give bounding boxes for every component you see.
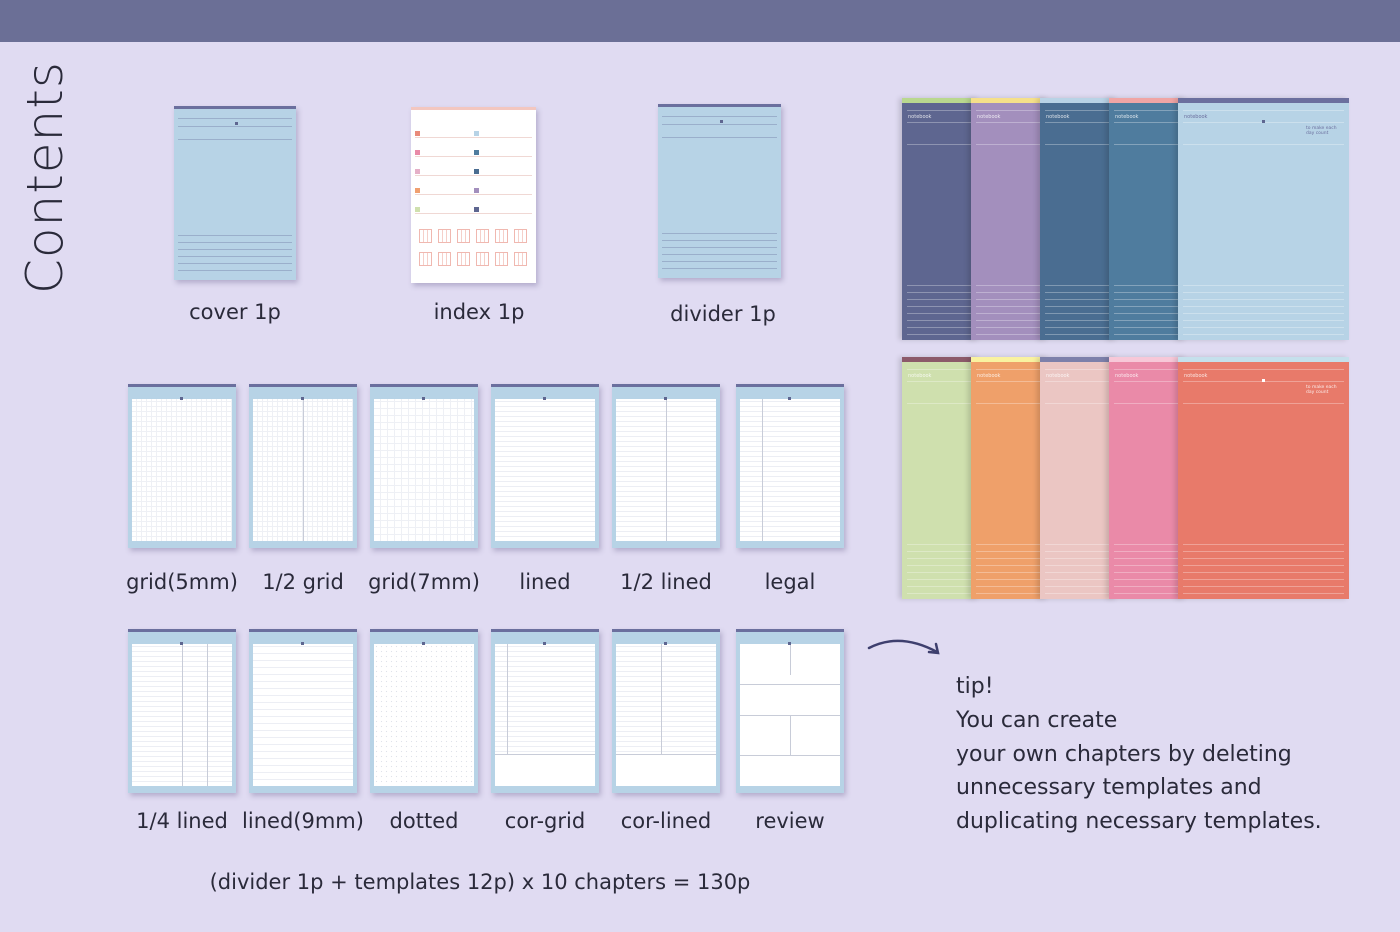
arrow-icon — [867, 639, 940, 655]
page-count-formula: (divider 1p + templates 12p) x 10 chapte… — [209, 870, 751, 894]
template-label: cor-grid — [504, 809, 586, 833]
tip-line: unnecessary templates and — [956, 775, 1262, 801]
notebook-page: notebook — [1040, 98, 1118, 340]
template-label: 1/2 lined — [620, 570, 712, 594]
template-half-grid — [249, 384, 357, 548]
heart-icon — [664, 397, 667, 400]
heart-icon — [301, 397, 304, 400]
template-label: cor-lined — [620, 809, 712, 833]
notebook-page: notebook — [1109, 357, 1187, 599]
template-lined — [491, 384, 599, 548]
notebook-page: notebook — [902, 98, 980, 340]
heart-icon — [180, 397, 183, 400]
page-label: cover 1p — [189, 300, 281, 324]
template-quarter — [128, 629, 236, 793]
template-label: 1/4 lined — [136, 809, 228, 833]
template-grid7 — [370, 384, 478, 548]
template-label: legal — [764, 570, 816, 594]
notebook-page: notebook — [971, 98, 1049, 340]
heart-icon — [422, 397, 425, 400]
notebook-label: notebook — [1115, 373, 1139, 379]
template-lined9 — [249, 629, 357, 793]
template-half-lined — [612, 384, 720, 548]
notebook-page: notebook — [971, 357, 1049, 599]
heart-icon — [664, 642, 667, 645]
template-label: lined(9mm) — [242, 809, 364, 833]
template-review — [736, 629, 844, 793]
template-dotted — [370, 629, 478, 793]
heart-icon — [788, 397, 791, 400]
notebook-label: notebook — [908, 114, 932, 120]
notebook-page: notebook — [902, 357, 980, 599]
tip-line: tip! — [956, 674, 994, 699]
notebook-page: notebook to make each day count — [1178, 357, 1349, 599]
notebook-label: notebook — [1184, 114, 1208, 120]
template-label: grid(5mm) — [126, 570, 238, 594]
notebook-label: notebook — [1046, 114, 1070, 120]
notebook-label: notebook — [1115, 114, 1139, 120]
tip-line: your own chapters by deleting — [956, 741, 1292, 767]
heart-icon — [301, 642, 304, 645]
template-label: dotted — [389, 809, 459, 833]
notebook-label: notebook — [977, 373, 1001, 379]
page-title: Contents — [16, 61, 74, 294]
template-label: grid(7mm) — [368, 570, 480, 594]
heart-icon — [180, 642, 183, 645]
heart-icon — [235, 122, 238, 125]
page-label: index 1p — [433, 300, 525, 324]
tip-line: You can create — [956, 707, 1118, 733]
page-thumbnail — [174, 106, 296, 280]
heart-icon — [1262, 120, 1265, 123]
heart-icon — [1262, 379, 1265, 382]
template-legal — [736, 384, 844, 548]
notebook-page: notebook — [1040, 357, 1118, 599]
heart-icon — [719, 120, 723, 123]
motto-text: to make each day count — [1306, 126, 1337, 136]
heart-icon — [543, 642, 546, 645]
heart-icon — [543, 397, 546, 400]
template-label: lined — [519, 570, 571, 594]
notebook-label: notebook — [1184, 373, 1208, 379]
tip-line: duplicating necessary templates. — [956, 809, 1322, 835]
notebook-label: notebook — [1046, 373, 1070, 379]
template-label: review — [755, 809, 825, 833]
heart-icon — [788, 642, 791, 645]
notebook-label: notebook — [908, 373, 932, 379]
top-banner — [0, 0, 1400, 42]
tip-text: tip! You can create your own chapters by… — [956, 670, 1322, 839]
notebook-label: notebook — [977, 114, 1001, 120]
template-label: 1/2 grid — [262, 570, 344, 594]
template-corgrid — [491, 629, 599, 793]
heart-icon — [422, 642, 425, 645]
motto-text: to make each day count — [1306, 385, 1337, 395]
page-label: divider 1p — [670, 302, 776, 326]
page-thumbnail — [411, 107, 536, 283]
page-thumbnail — [658, 104, 781, 278]
template-grid — [128, 384, 236, 548]
notebook-page: notebook to make each day count — [1178, 98, 1349, 340]
notebook-page: notebook — [1109, 98, 1187, 340]
template-corlined — [612, 629, 720, 793]
